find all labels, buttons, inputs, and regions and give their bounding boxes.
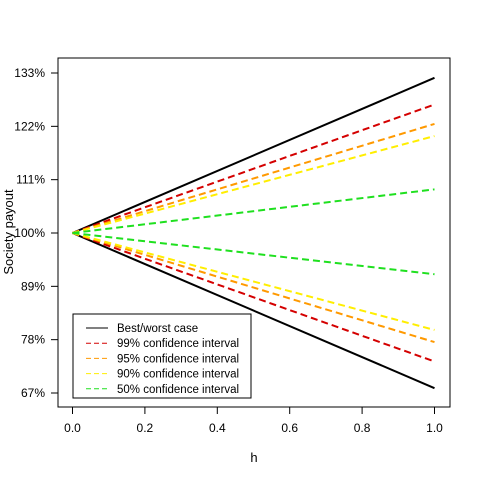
series-line-lower	[72, 232, 435, 344]
y-tick-label: 67%	[21, 386, 45, 400]
x-axis: 0.0 0.2 0.4 0.6 0.8 1.0	[64, 406, 443, 435]
x-tick-label: 1.0	[426, 421, 443, 435]
series-line-lower	[72, 232, 435, 331]
series-line-upper	[72, 122, 435, 234]
legend-label: 50% confidence interval	[117, 384, 239, 396]
series-line-upper	[72, 135, 435, 234]
legend: Best/worst case 99% confidence interval 95…	[72, 313, 252, 399]
x-tick-label: 0.0	[64, 421, 81, 435]
y-tick-label: 78%	[21, 333, 45, 347]
x-tick-label: 0.2	[137, 421, 154, 435]
series-line-lower	[72, 232, 435, 276]
legend-label: Best/worst case	[117, 323, 198, 335]
x-axis-label: h	[250, 450, 257, 465]
legend-label: 99% confidence interval	[117, 338, 239, 350]
y-axis-label: Society payout	[1, 189, 16, 275]
series-line-lower	[72, 232, 435, 363]
series-line-lower	[72, 232, 435, 390]
series-line-upper	[72, 103, 435, 234]
plot-lines	[72, 76, 435, 390]
x-tick-label: 0.6	[281, 421, 298, 435]
y-tick-label: 133%	[14, 66, 45, 80]
y-tick-label: 100%	[14, 226, 45, 240]
y-tick-label: 122%	[14, 119, 45, 133]
x-tick-label: 0.8	[354, 421, 371, 435]
series-line-upper	[72, 188, 435, 234]
legend-label: 90% confidence interval	[117, 369, 239, 381]
y-axis: 67% 78% 89% 100% 111% 122% 133%	[14, 66, 59, 400]
legend-label: 95% confidence interval	[117, 353, 239, 365]
y-tick-label: 89%	[21, 279, 45, 293]
x-tick-label: 0.4	[209, 421, 226, 435]
series-line-upper	[72, 76, 435, 234]
y-tick-label: 111%	[16, 173, 45, 187]
